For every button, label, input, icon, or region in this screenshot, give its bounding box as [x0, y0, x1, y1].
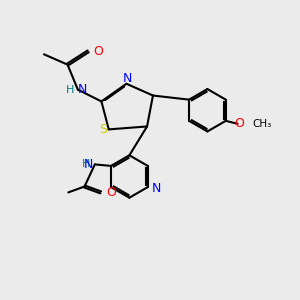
Text: N: N	[84, 158, 93, 171]
Text: N: N	[78, 83, 87, 96]
Text: N: N	[151, 182, 161, 195]
Text: N: N	[123, 72, 133, 85]
Text: S: S	[100, 124, 107, 136]
Text: O: O	[234, 117, 244, 130]
Text: H: H	[66, 85, 74, 94]
Text: O: O	[106, 186, 116, 199]
Text: H: H	[82, 158, 90, 169]
Text: O: O	[94, 45, 103, 58]
Text: CH₃: CH₃	[252, 119, 272, 129]
